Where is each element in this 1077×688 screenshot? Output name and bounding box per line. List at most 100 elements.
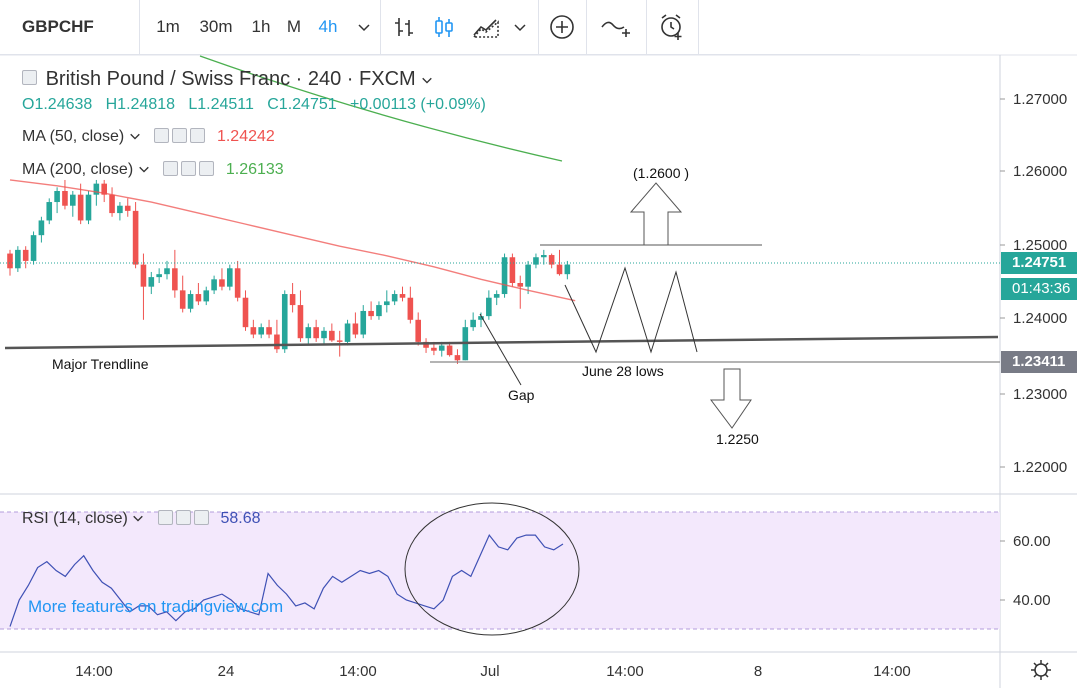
price-tick: 1.22000 xyxy=(1013,459,1067,476)
june-28-lows-label: June 28 lows xyxy=(582,363,664,379)
candle-chart-icon[interactable] xyxy=(424,0,464,54)
timeframe-M[interactable]: M xyxy=(286,17,302,36)
candle-body xyxy=(384,301,390,306)
area-chart-icon[interactable] xyxy=(466,0,506,54)
candle-body xyxy=(93,183,100,195)
symbol-search[interactable]: GBPCHF xyxy=(0,0,140,54)
time-axis[interactable]: 14:00 24 14:00 Jul 14:00 8 14:00 xyxy=(75,663,911,680)
plus-circle-icon[interactable] xyxy=(542,0,582,54)
gear-icon[interactable] xyxy=(1031,660,1051,680)
ma50-label: MA (50, close) xyxy=(22,128,125,145)
ma50-line xyxy=(199,55,563,162)
collapse-icon[interactable] xyxy=(22,70,37,85)
bar-chart-icon[interactable] xyxy=(384,0,424,54)
time-tick: 14:00 xyxy=(606,663,644,680)
chevron-down-icon[interactable] xyxy=(352,0,376,54)
candle-body xyxy=(509,257,516,283)
candle-body xyxy=(376,305,382,317)
toolbar-divider xyxy=(538,0,539,54)
candle-body xyxy=(172,268,178,291)
settings-icon[interactable] xyxy=(172,128,188,143)
time-tick: 8 xyxy=(754,663,762,680)
up-arrow-shape[interactable] xyxy=(629,182,683,246)
projection-zigzag[interactable] xyxy=(564,266,698,354)
candle-body xyxy=(46,202,53,221)
rsi-band xyxy=(0,512,1000,629)
trendline-label: Major Trendline xyxy=(52,356,149,372)
eye-icon[interactable] xyxy=(162,161,178,176)
chevron-down-icon[interactable] xyxy=(132,513,144,523)
price-tick: 1.24000 xyxy=(1013,310,1067,327)
last-price-label: 1.24751 xyxy=(1001,252,1077,274)
settings-icon[interactable] xyxy=(180,161,196,176)
candle-body xyxy=(62,191,68,206)
price-tick: 1.23000 xyxy=(1013,386,1067,403)
ma200-legend[interactable]: MA (200, close) 1.26133 xyxy=(22,161,284,179)
chevron-down-icon[interactable] xyxy=(138,164,150,174)
rsi-highlight-ellipse[interactable] xyxy=(404,502,580,636)
time-tick: 14:00 xyxy=(75,663,113,680)
candle-body xyxy=(336,340,343,342)
price-tick: 1.26000 xyxy=(1013,163,1067,180)
candle-body xyxy=(109,194,115,214)
candle-body xyxy=(541,255,547,258)
bar-countdown-label: 01:43:36 xyxy=(1001,278,1077,300)
candle-body xyxy=(548,255,555,265)
remove-icon[interactable] xyxy=(198,161,214,176)
remove-icon[interactable] xyxy=(193,510,209,525)
chevron-down-icon[interactable] xyxy=(129,131,141,141)
ohlc-open: O1.24638 xyxy=(22,96,93,113)
major-trendline[interactable] xyxy=(4,335,999,350)
candle-body xyxy=(140,264,147,287)
alert-clock-icon[interactable] xyxy=(650,0,694,54)
rsi-legend[interactable]: RSI (14, close) 58.68 xyxy=(22,510,261,528)
toolbar-divider xyxy=(646,0,647,54)
candle-body xyxy=(54,191,60,203)
toolbar-divider xyxy=(380,0,381,54)
time-tick: 24 xyxy=(218,663,235,680)
candle-body xyxy=(297,305,304,339)
candle-body xyxy=(281,294,288,350)
chevron-down-icon[interactable] xyxy=(508,0,532,54)
candle-body xyxy=(132,210,139,265)
price-tick: 1.25000 xyxy=(1013,237,1067,254)
remove-icon[interactable] xyxy=(190,128,206,143)
ohlc-row: O1.24638 H1.24818 L1.24511 C1.24751 +0.0… xyxy=(22,96,486,114)
timeframe-1h[interactable]: 1h xyxy=(251,17,271,36)
tradingview-watermark-link[interactable]: More features on tradingview.com xyxy=(28,597,284,616)
candle-body xyxy=(478,316,484,320)
timeframe-30m[interactable]: 30m xyxy=(199,17,233,36)
candle-body xyxy=(321,330,327,339)
settings-icon[interactable] xyxy=(175,510,191,525)
candle-body xyxy=(85,194,92,221)
compare-icon[interactable] xyxy=(592,0,642,54)
candle-body xyxy=(533,257,539,265)
candle-body xyxy=(454,355,461,361)
ma50-value: 1.24242 xyxy=(216,128,275,145)
candle-body xyxy=(203,290,210,302)
timeframe-1m[interactable]: 1m xyxy=(156,17,180,36)
candle-body xyxy=(556,264,563,275)
eye-icon[interactable] xyxy=(157,510,173,525)
candle-body xyxy=(179,290,186,309)
candle-body xyxy=(344,323,351,342)
rsi-axis[interactable]: 60.00 40.00 xyxy=(1000,533,1051,609)
rsi-value: 58.68 xyxy=(220,510,261,527)
candle-body xyxy=(423,341,429,348)
price-axis[interactable]: 1.27000 1.26000 1.25000 1.24000 1.23000 … xyxy=(1000,91,1067,476)
candle-body xyxy=(470,319,476,328)
candle-body xyxy=(250,327,257,335)
gap-label: Gap xyxy=(508,387,535,403)
chart-title-row[interactable]: British Pound / Swiss Franc · 240 · FXCM xyxy=(22,68,433,91)
ma200-label: MA (200, close) xyxy=(22,161,134,178)
timeframe-4h[interactable]: 4h xyxy=(318,17,338,36)
chevron-down-icon[interactable] xyxy=(421,75,433,85)
candle-body xyxy=(564,264,571,275)
candle-body xyxy=(227,268,233,287)
ma50-legend[interactable]: MA (50, close) 1.24242 xyxy=(22,128,275,146)
down-arrow-shape[interactable] xyxy=(710,368,752,429)
candle-body xyxy=(517,283,524,287)
eye-icon[interactable] xyxy=(154,128,170,143)
candle-body xyxy=(391,294,398,302)
